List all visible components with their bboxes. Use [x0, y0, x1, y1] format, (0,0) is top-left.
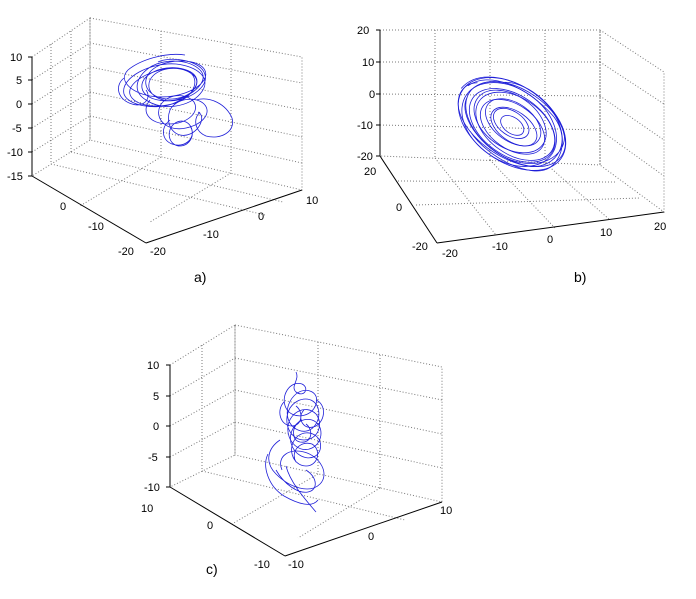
panel-b-x-tick: 20	[364, 166, 376, 178]
panel-c-y-tick: 10	[440, 505, 452, 517]
panel-b-z-tick: -10	[357, 120, 373, 132]
panel-a-z-tick: 5	[16, 75, 22, 87]
panel-b-x-tick: -20	[412, 241, 428, 253]
panel-a-label: a)	[194, 269, 206, 285]
panel-a-z-tick: 10	[10, 52, 22, 64]
panel-b-axes	[376, 29, 665, 244]
panel-a-x-tick: -20	[150, 246, 166, 258]
panel-c-y-tick: 10	[141, 503, 153, 515]
panel-c-z-tick: 5	[153, 391, 159, 403]
panel-a: 10 5 0 -5 -10 -15 0 -10 -20 -20 -10 0 10…	[7, 17, 318, 285]
panel-a-y-tick: -20	[118, 246, 134, 258]
panel-c-x-tick: 0	[368, 531, 374, 543]
panel-a-y-tick: -10	[88, 221, 104, 233]
panel-c: 10 5 0 -5 -10 10 0 -10 -10 0 10 c)	[141, 324, 452, 577]
panel-a-z-tick: -5	[12, 123, 22, 135]
panel-b-grid	[379, 29, 665, 236]
panel-c-y-tick: 0	[207, 520, 213, 532]
panel-a-z-tick: -15	[7, 171, 23, 183]
panel-b: 20 10 0 -10 -20 20 0 -20 -20 -10 0 10 20…	[357, 25, 666, 285]
panel-b-y-tick: -10	[492, 241, 508, 253]
panel-c-z-tick: 10	[147, 360, 159, 372]
panel-c-z-tick: -10	[144, 482, 160, 494]
panel-a-z-tick: -10	[7, 147, 23, 159]
panel-b-label: b)	[574, 269, 586, 285]
panel-c-trajectory	[265, 371, 325, 513]
panel-b-z-tick: 10	[362, 57, 374, 69]
panel-a-grid	[31, 17, 303, 223]
panel-a-y-tick: 10	[306, 195, 318, 207]
panel-b-trajectory	[457, 76, 567, 172]
panel-a-z-tick: 0	[16, 99, 22, 111]
panel-c-y-tick: -10	[254, 559, 270, 571]
panel-b-z-tick: -20	[357, 151, 373, 163]
panel-b-y-tick: -20	[442, 248, 458, 260]
panel-b-x-tick: 0	[396, 202, 402, 214]
panel-a-x-tick: 0	[258, 211, 264, 223]
panel-b-z-tick: 20	[357, 25, 369, 37]
panel-b-y-tick: 0	[547, 234, 553, 246]
panel-c-axes	[166, 364, 443, 557]
panel-a-y-tick: 0	[60, 201, 66, 213]
panel-b-y-tick: 10	[600, 227, 612, 239]
panel-c-z-tick: -5	[148, 452, 158, 464]
panel-b-z-tick: 0	[369, 89, 375, 101]
panel-a-axes	[28, 56, 303, 244]
panel-c-label: c)	[206, 561, 218, 577]
panel-a-x-tick: -10	[203, 229, 219, 241]
panel-c-z-tick: 0	[153, 421, 159, 433]
panel-b-y-tick: 20	[654, 221, 666, 233]
panel-a-trajectory	[118, 53, 234, 147]
panel-c-x-tick: -10	[288, 559, 304, 571]
